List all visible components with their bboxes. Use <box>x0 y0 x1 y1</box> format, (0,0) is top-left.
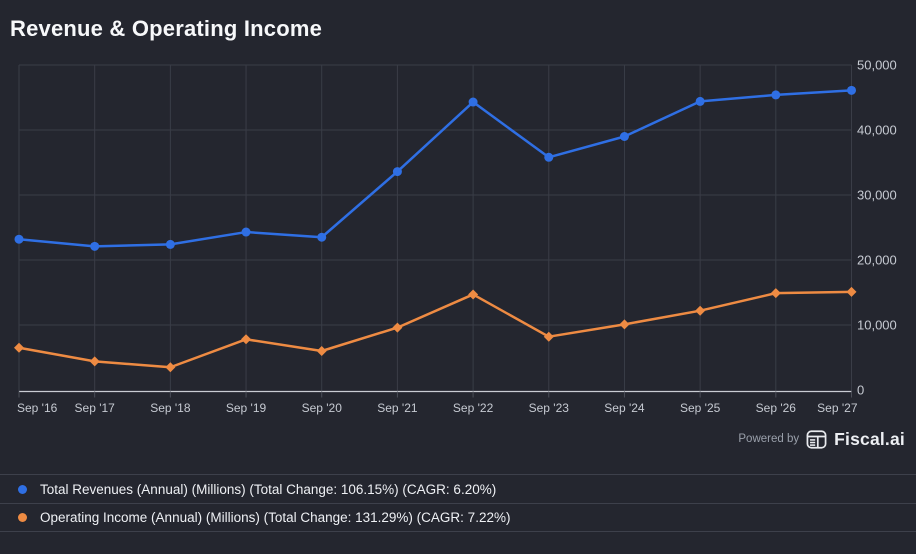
data-point[interactable] <box>770 288 781 299</box>
data-point[interactable] <box>544 152 554 162</box>
series-operating-income <box>14 286 857 373</box>
x-tick-label: Sep '26 <box>756 401 797 415</box>
y-tick-label: 50,000 <box>857 58 897 73</box>
data-point[interactable] <box>14 234 24 244</box>
data-point[interactable] <box>468 289 479 300</box>
data-point[interactable] <box>316 346 327 356</box>
data-point[interactable] <box>543 331 554 342</box>
x-axis-labels: Sep '16 Sep '17 Sep '18 Sep '19 Sep '20 Sep '… <box>17 401 858 415</box>
data-point[interactable] <box>771 90 781 100</box>
x-tick-label: Sep '20 <box>302 401 343 415</box>
chart-legend: Total Revenues (Annual) (Millions) (Tota… <box>0 474 916 532</box>
page-title: Revenue & Operating Income <box>10 16 323 41</box>
legend-marker <box>18 513 27 522</box>
data-point[interactable] <box>619 319 630 330</box>
data-point[interactable] <box>392 167 402 177</box>
data-point[interactable] <box>14 342 24 353</box>
data-point[interactable] <box>847 85 856 95</box>
data-point[interactable] <box>165 239 175 249</box>
data-point[interactable] <box>241 334 252 345</box>
data-point[interactable] <box>695 96 705 106</box>
data-point[interactable] <box>89 356 100 367</box>
x-axis <box>18 390 852 398</box>
data-point[interactable] <box>90 241 100 251</box>
data-point[interactable] <box>468 97 478 107</box>
data-point[interactable] <box>846 286 857 297</box>
legend-label: Operating Income (Annual) (Millions) (To… <box>40 510 511 525</box>
y-tick-label: 40,000 <box>857 123 897 138</box>
x-tick-label: Sep '24 <box>604 401 645 415</box>
data-point[interactable] <box>165 362 176 373</box>
y-tick-label: 30,000 <box>857 188 897 203</box>
revenue-operating-income-chart: Sep '16 Sep '17 Sep '18 Sep '19 Sep '20 Sep '… <box>14 58 897 415</box>
x-tick-label: Sep '17 <box>75 401 116 415</box>
legend-label: Total Revenues (Annual) (Millions) (Tota… <box>40 481 497 497</box>
x-tick-label: Sep '25 <box>680 401 721 415</box>
data-point[interactable] <box>695 305 706 316</box>
brand-name: Fiscal.ai <box>834 428 905 449</box>
data-point[interactable] <box>392 322 403 333</box>
y-tick-label: 0 <box>857 383 864 398</box>
fiscal-logo-icon <box>806 429 827 449</box>
y-axis-labels: 0 10,000 20,000 30,000 40,000 50,000 <box>857 58 897 398</box>
x-tick-label: Sep '27 <box>817 401 858 415</box>
x-tick-label: Sep '16 <box>17 401 58 415</box>
data-point[interactable] <box>317 232 327 242</box>
powered-by: Powered by Fiscal.ai <box>0 427 916 451</box>
powered-by-label: Powered by <box>738 433 800 445</box>
x-tick-label: Sep '18 <box>150 401 191 415</box>
legend-item[interactable]: Total Revenues (Annual) (Millions) (Tota… <box>0 474 916 503</box>
x-tick-label: Sep '23 <box>529 401 570 415</box>
legend-marker <box>18 484 27 494</box>
y-tick-label: 20,000 <box>857 253 897 268</box>
x-tick-label: Sep '21 <box>377 401 418 415</box>
gridlines <box>18 64 852 392</box>
y-tick-label: 10,000 <box>857 318 897 333</box>
data-point[interactable] <box>241 227 251 237</box>
x-tick-label: Sep '19 <box>226 401 267 415</box>
data-point[interactable] <box>619 132 629 141</box>
series-total-revenues <box>14 85 856 251</box>
legend-item[interactable]: Operating Income (Annual) (Millions) (To… <box>0 503 916 532</box>
x-tick-label: Sep '22 <box>453 401 494 415</box>
